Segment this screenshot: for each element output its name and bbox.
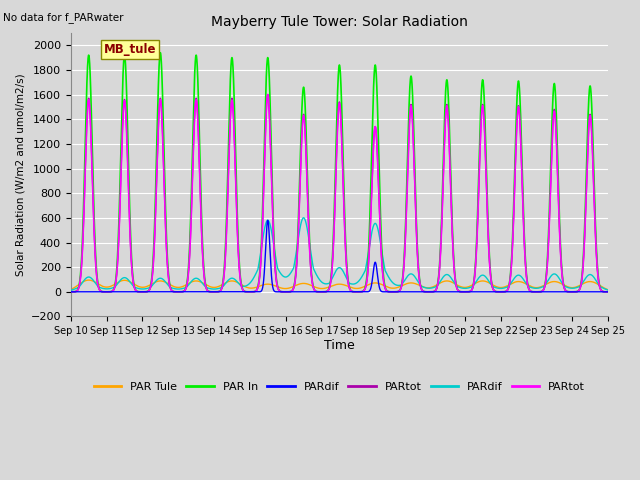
Text: No data for f_PARwater: No data for f_PARwater	[3, 12, 124, 23]
X-axis label: Time: Time	[324, 339, 355, 352]
Title: Mayberry Tule Tower: Solar Radiation: Mayberry Tule Tower: Solar Radiation	[211, 15, 468, 29]
Text: MB_tule: MB_tule	[104, 43, 156, 56]
Y-axis label: Solar Radiation (W/m2 and umol/m2/s): Solar Radiation (W/m2 and umol/m2/s)	[15, 73, 25, 276]
Legend: PAR Tule, PAR In, PARdif, PARtot, PARdif, PARtot: PAR Tule, PAR In, PARdif, PARtot, PARdif…	[89, 377, 589, 396]
